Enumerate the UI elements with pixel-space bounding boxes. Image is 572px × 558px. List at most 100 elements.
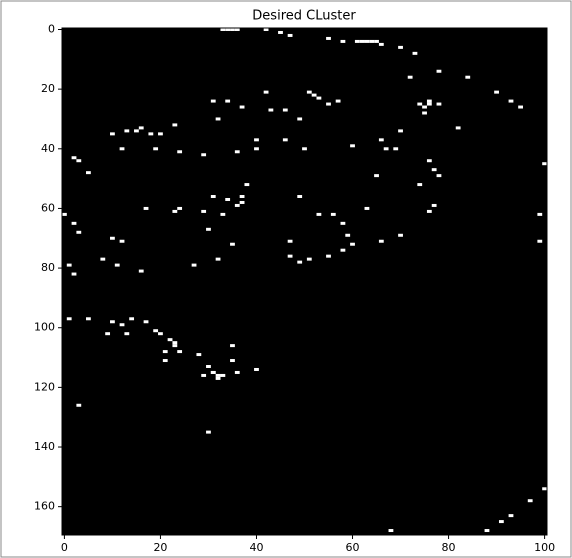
pixel	[365, 40, 370, 43]
pixel	[124, 129, 129, 132]
pixel	[201, 210, 206, 213]
pixel	[254, 138, 259, 141]
pixel	[408, 76, 413, 79]
pixel	[326, 103, 331, 106]
pixel	[312, 94, 317, 97]
pixel	[365, 207, 370, 210]
pixel	[201, 153, 206, 156]
pixel	[422, 112, 427, 115]
pixel	[485, 529, 490, 532]
pixel	[268, 109, 273, 112]
pixel	[105, 332, 110, 335]
y-tick-label: 0	[48, 22, 55, 35]
pixel	[494, 91, 499, 94]
pixel	[465, 76, 470, 79]
pixel	[158, 132, 163, 135]
x-tick-label: 40	[249, 541, 263, 554]
pixel	[413, 52, 418, 55]
pixel	[86, 171, 91, 174]
pixel	[326, 255, 331, 258]
pixel	[201, 374, 206, 377]
pixel	[206, 228, 211, 231]
pixel	[288, 240, 293, 243]
pixel	[120, 240, 125, 243]
pixel	[528, 499, 533, 502]
pixel	[254, 368, 259, 371]
pixel	[437, 174, 442, 177]
pixel	[177, 350, 182, 353]
pixel	[172, 344, 177, 347]
y-tick-label: 60	[41, 201, 55, 214]
y-tick-label: 80	[41, 261, 55, 274]
x-tick-label: 60	[346, 541, 360, 554]
pixel	[437, 103, 442, 106]
pixel	[384, 147, 389, 150]
pixel	[432, 168, 437, 171]
pixel	[220, 213, 225, 216]
pixel	[336, 100, 341, 103]
pixel	[345, 234, 350, 237]
pixel	[297, 261, 302, 264]
pixel	[120, 323, 125, 326]
pixel	[153, 147, 158, 150]
pixel	[206, 365, 211, 368]
pixel	[216, 374, 221, 377]
pixel	[244, 183, 249, 186]
pixel	[163, 359, 168, 362]
pixel	[360, 40, 365, 43]
pixel	[240, 195, 245, 198]
image-background	[62, 28, 547, 535]
pixel	[350, 144, 355, 147]
pixel	[225, 198, 230, 201]
pixel	[437, 70, 442, 73]
pixel	[235, 150, 240, 153]
pixel	[216, 377, 221, 380]
pixel	[144, 320, 149, 323]
pixel	[163, 350, 168, 353]
pixel	[278, 31, 283, 34]
pixel	[398, 46, 403, 49]
pixel	[379, 138, 384, 141]
pixel	[302, 147, 307, 150]
pixel	[76, 159, 81, 162]
pixel	[153, 329, 158, 332]
pixel	[288, 255, 293, 258]
pixel	[288, 34, 293, 37]
pixel	[139, 270, 144, 273]
pixel	[230, 359, 235, 362]
pixel	[427, 210, 432, 213]
pixel	[542, 487, 547, 490]
pixel	[537, 240, 542, 243]
pixel	[211, 100, 216, 103]
pixel	[62, 213, 67, 216]
pixel	[129, 317, 134, 320]
pixel	[158, 332, 163, 335]
pixel	[307, 258, 312, 261]
y-tick-label: 100	[34, 321, 55, 334]
pixel	[110, 237, 115, 240]
pixel	[211, 371, 216, 374]
pixel	[427, 103, 432, 106]
y-tick-label: 160	[34, 500, 55, 513]
pixel	[76, 404, 81, 407]
pixel	[297, 117, 302, 120]
pixel	[317, 97, 322, 100]
pixel	[254, 147, 259, 150]
pixel	[124, 332, 129, 335]
pixel	[427, 100, 432, 103]
pixel	[341, 249, 346, 252]
pixel	[509, 514, 514, 517]
pixel	[177, 150, 182, 153]
pixel	[427, 159, 432, 162]
pixel	[72, 156, 77, 159]
pixel	[76, 231, 81, 234]
pixel	[283, 109, 288, 112]
pixel	[206, 431, 211, 434]
pixel	[115, 264, 120, 267]
pixel	[225, 100, 230, 103]
pixel	[341, 222, 346, 225]
pixel	[417, 103, 422, 106]
x-tick-label: 0	[61, 541, 68, 554]
pixel	[120, 147, 125, 150]
x-tick-label: 100	[534, 541, 555, 554]
